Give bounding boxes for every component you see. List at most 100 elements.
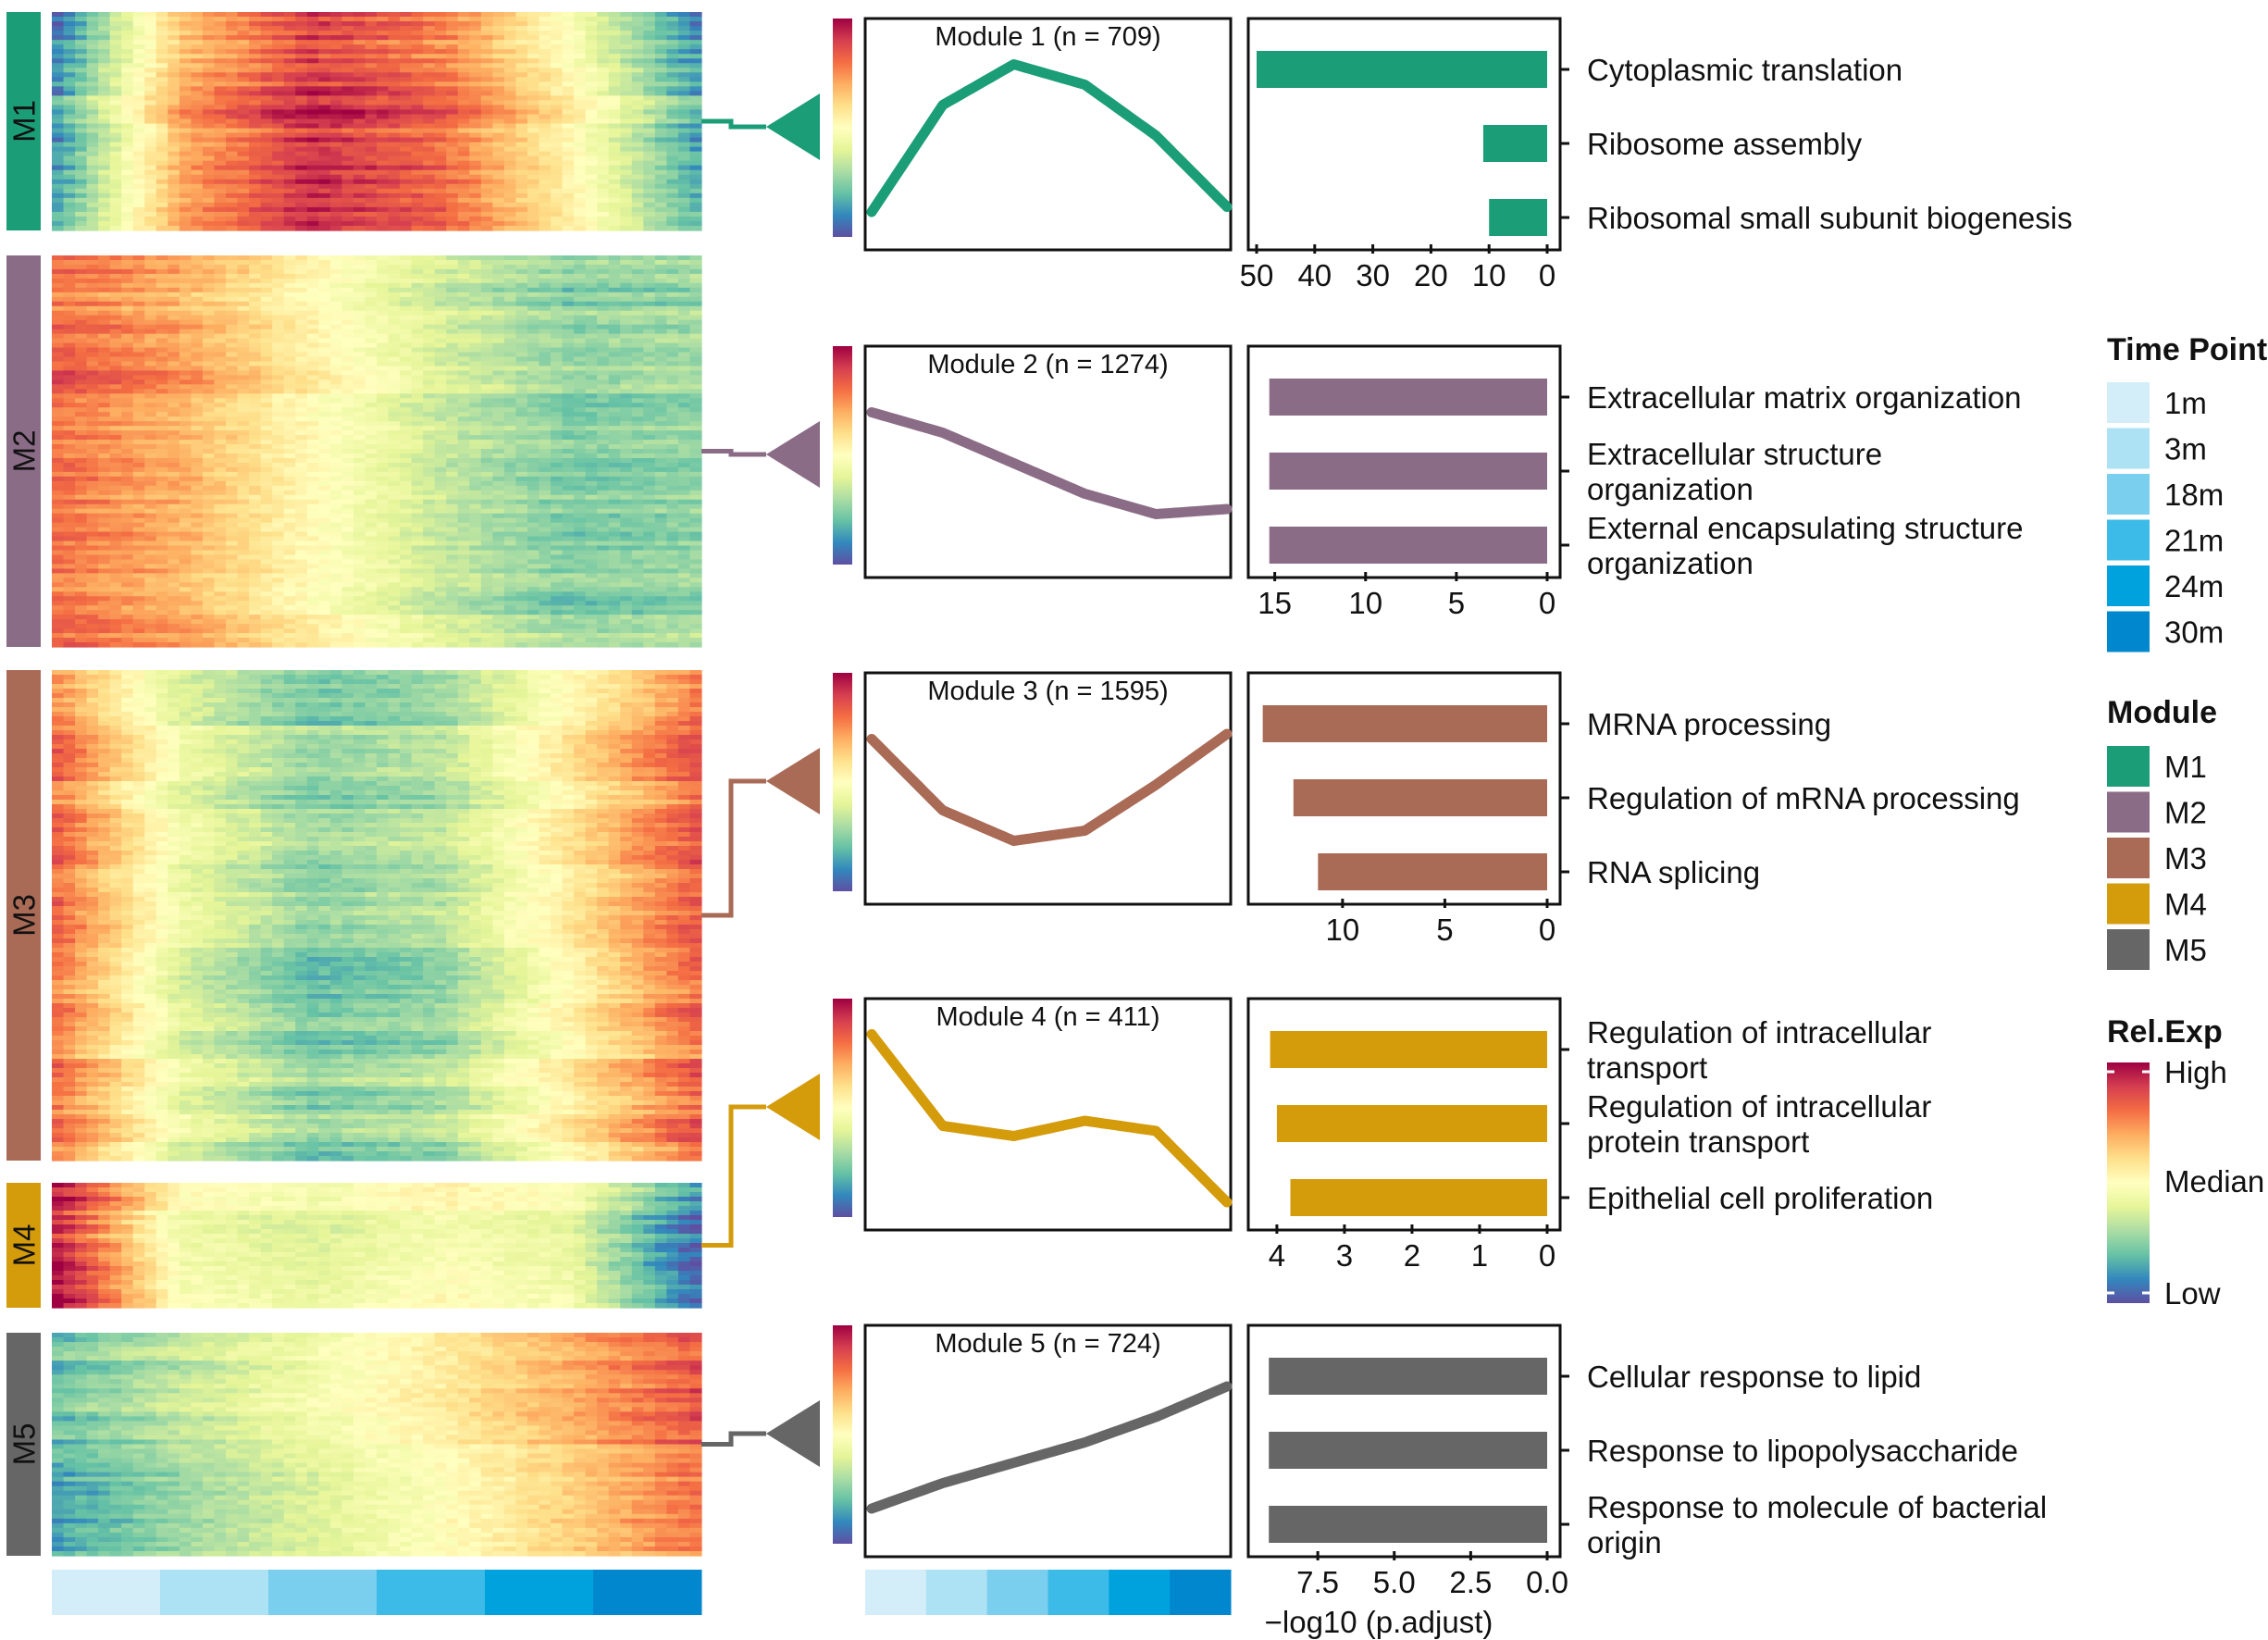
heatmap-cell [515, 403, 527, 408]
heatmap-cell [469, 361, 481, 367]
heatmap-cell [504, 170, 516, 176]
heatmap-cell [75, 316, 87, 321]
heatmap-cell [64, 421, 76, 427]
heatmap-cell [365, 12, 377, 18]
heatmap-cell [330, 302, 342, 307]
heatmap-cell [295, 356, 307, 362]
heatmap-cell [620, 180, 632, 185]
heatmap-cell [341, 12, 353, 18]
heatmap-cell [272, 379, 284, 385]
heatmap-cell [133, 403, 145, 408]
heatmap-cell [435, 407, 447, 413]
heatmap-cell [156, 398, 168, 404]
heatmap-cell [307, 416, 319, 422]
heatmap-cell [666, 184, 678, 190]
heatmap-cell [353, 265, 366, 270]
heatmap-cell [261, 63, 273, 68]
heatmap-cell [400, 393, 412, 399]
heatmap-cell [121, 189, 133, 194]
heatmap-cell [377, 320, 389, 326]
heatmap-cell [133, 100, 145, 106]
heatmap-cell [98, 129, 110, 134]
heatmap-cell [64, 44, 76, 50]
heatmap-cell [98, 325, 110, 330]
heatmap-cell [620, 203, 632, 208]
heatmap-cell [527, 217, 539, 222]
heatmap-cell [87, 212, 99, 217]
heatmap-cell [632, 389, 644, 394]
heatmap-cell [144, 21, 156, 27]
heatmap-cell [539, 49, 552, 55]
heatmap-cell [620, 12, 632, 18]
heatmap-cell [226, 353, 238, 358]
heatmap-cell [632, 302, 644, 307]
heatmap-cell [295, 54, 307, 59]
heatmap-cell [574, 393, 586, 399]
heatmap-cell [284, 375, 296, 380]
heatmap-cell [318, 311, 330, 317]
heatmap-cell [98, 193, 110, 199]
heatmap-cell [318, 44, 330, 50]
heatmap-cell [133, 279, 145, 284]
heatmap-cell [469, 170, 481, 176]
heatmap-cell [620, 403, 632, 408]
heatmap-cell [574, 297, 586, 303]
heatmap-cell [98, 292, 110, 298]
heatmap-cell [261, 403, 273, 408]
heatmap-cell [75, 180, 87, 185]
heatmap-cell [377, 12, 389, 18]
heatmap-cell [341, 133, 353, 139]
heatmap-cell [574, 334, 586, 340]
heatmap-cell [87, 109, 99, 115]
heatmap-cell [272, 198, 284, 204]
heatmap-cell [632, 343, 644, 349]
heatmap-cell [226, 170, 238, 176]
heatmap-cell [52, 426, 64, 431]
heatmap-cell [215, 444, 227, 450]
heatmap-cell [249, 435, 261, 441]
heatmap-cell [655, 198, 667, 204]
heatmap-cell [110, 170, 122, 176]
heatmap-cell [110, 118, 122, 124]
heatmap-cell [423, 329, 435, 335]
heatmap-cell [620, 311, 632, 317]
heatmap-cell [307, 353, 319, 358]
heatmap-cell [481, 40, 493, 45]
heatmap-cell [678, 221, 690, 227]
heatmap-cell [551, 156, 563, 162]
heatmap-cell [469, 379, 481, 385]
heatmap-cell [133, 40, 145, 45]
heatmap-cell [435, 152, 447, 157]
heatmap-cell [121, 212, 133, 217]
heatmap-cell [423, 143, 435, 148]
heatmap-cell [75, 58, 87, 64]
heatmap-cell [678, 35, 690, 41]
heatmap-cell [98, 184, 110, 190]
heatmap-cell [389, 193, 401, 199]
heatmap-cell [551, 12, 563, 18]
heatmap-cell [551, 403, 563, 408]
heatmap-cell [412, 44, 424, 50]
heatmap-cell [481, 292, 493, 298]
heatmap-cell [295, 265, 307, 270]
heatmap-cell [87, 260, 99, 266]
heatmap-cell [87, 180, 99, 185]
heatmap-cell [75, 375, 87, 380]
heatmap-cell [249, 95, 261, 101]
heatmap-cell [563, 198, 575, 204]
heatmap-cell [586, 356, 598, 362]
heatmap-cell [689, 114, 701, 119]
heatmap-cell [144, 35, 156, 41]
heatmap-cell [144, 288, 156, 293]
heatmap-cell [215, 283, 227, 289]
heatmap-cell [341, 49, 353, 55]
heatmap-cell [551, 54, 563, 59]
heatmap-cell [515, 161, 527, 167]
heatmap-cell [167, 260, 180, 266]
heatmap-cell [191, 95, 203, 101]
heatmap-cell [643, 384, 655, 390]
heatmap-cell [249, 316, 261, 321]
heatmap-cell [75, 143, 87, 148]
heatmap-cell [87, 444, 99, 450]
heatmap-cell [52, 147, 64, 153]
